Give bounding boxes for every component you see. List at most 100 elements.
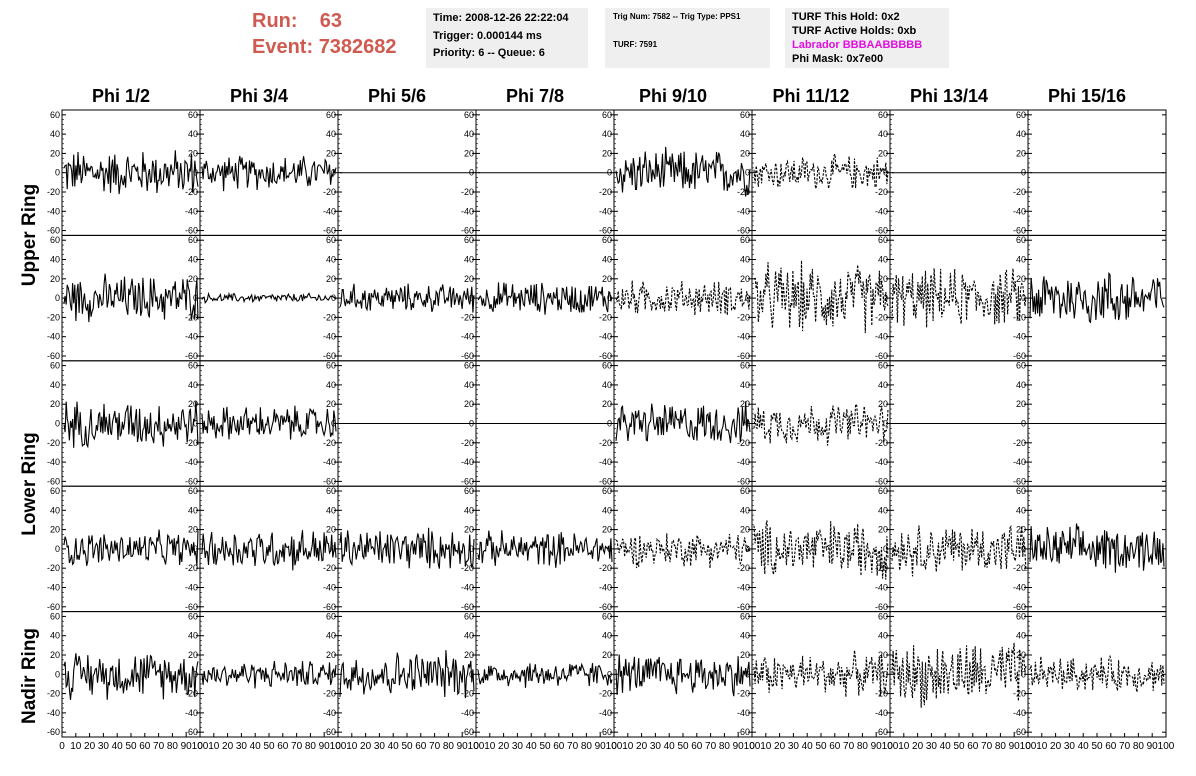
x-tick-label: 20 bbox=[1050, 741, 1062, 752]
y-tick-label: -60 bbox=[461, 727, 474, 737]
x-tick-label: 60 bbox=[415, 741, 427, 752]
y-tick-label: -20 bbox=[461, 438, 474, 448]
y-tick-label: -20 bbox=[323, 312, 336, 322]
x-tick-label: 60 bbox=[1105, 741, 1117, 752]
y-tick-label: 20 bbox=[740, 650, 750, 660]
y-tick-label: -60 bbox=[599, 226, 612, 236]
panel-r3-c4: -60 -40 -20 0 20 40 60 bbox=[599, 485, 753, 613]
event-label: Event: bbox=[252, 36, 314, 58]
y-tick-label: 60 bbox=[326, 486, 336, 496]
y-tick-label: -60 bbox=[461, 476, 474, 486]
y-tick-label: -40 bbox=[875, 332, 888, 342]
waveform-trace bbox=[753, 402, 889, 446]
y-tick-label: 40 bbox=[740, 380, 750, 390]
x-tick-label: 30 bbox=[374, 741, 386, 752]
y-tick-label: -60 bbox=[1013, 727, 1026, 737]
y-tick-label: 0 bbox=[883, 419, 888, 429]
x-tick-label: 20 bbox=[636, 741, 648, 752]
y-tick-label: -40 bbox=[323, 206, 336, 216]
x-tick-label: 10 bbox=[622, 741, 634, 752]
x-tick-label: 0 bbox=[59, 741, 65, 752]
y-tick-label: 40 bbox=[740, 129, 750, 139]
x-tick-label: 50 bbox=[953, 741, 965, 752]
y-tick-label: 60 bbox=[878, 235, 888, 245]
y-tick-label: -40 bbox=[599, 457, 612, 467]
y-tick-label: -40 bbox=[875, 582, 888, 592]
y-tick-label: -60 bbox=[323, 727, 336, 737]
y-tick-label: 40 bbox=[326, 505, 336, 515]
waveform-trace bbox=[615, 146, 751, 197]
y-tick-label: 0 bbox=[193, 293, 198, 303]
turf-info-box: TURF This Hold: 0x2 TURF Active Holds: 0… bbox=[785, 8, 949, 68]
x-tick-label: 70 bbox=[567, 741, 579, 752]
x-tick-label: 50 bbox=[1091, 741, 1103, 752]
y-tick-label: 40 bbox=[188, 631, 198, 641]
waveform-trace bbox=[891, 525, 1027, 577]
y-tick-label: -40 bbox=[47, 332, 60, 342]
y-tick-label: -20 bbox=[737, 187, 750, 197]
y-tick-label: 40 bbox=[50, 631, 60, 641]
y-tick-label: -60 bbox=[461, 226, 474, 236]
y-tick-label: 40 bbox=[326, 631, 336, 641]
y-tick-label: 0 bbox=[193, 419, 198, 429]
y-tick-label: 60 bbox=[188, 235, 198, 245]
run-label: Run: bbox=[252, 10, 298, 32]
y-tick-label: -20 bbox=[737, 689, 750, 699]
y-tick-label: -40 bbox=[737, 708, 750, 718]
y-tick-label: -20 bbox=[323, 689, 336, 699]
y-tick-label: 60 bbox=[326, 361, 336, 371]
y-tick-label: -20 bbox=[185, 563, 198, 573]
y-tick-label: 20 bbox=[740, 148, 750, 158]
waveform-trace bbox=[477, 530, 613, 568]
x-tick-label: 50 bbox=[125, 741, 137, 752]
panel-r1-c0: -60 -40 -20 0 20 40 60 bbox=[47, 234, 201, 362]
x-tick-label: 90 bbox=[457, 741, 469, 752]
y-tick-label: 40 bbox=[740, 505, 750, 515]
y-tick-label: -20 bbox=[323, 563, 336, 573]
y-tick-label: -20 bbox=[323, 187, 336, 197]
x-tick-label: 0 bbox=[611, 741, 617, 752]
x-tick-label: 50 bbox=[263, 741, 275, 752]
waveform-trace bbox=[753, 260, 889, 334]
y-tick-label: 20 bbox=[326, 650, 336, 660]
waveform-trace bbox=[339, 527, 475, 569]
y-tick-label: -60 bbox=[47, 351, 60, 361]
x-tick-label: 0 bbox=[473, 741, 479, 752]
y-tick-label: -20 bbox=[875, 563, 888, 573]
y-tick-label: -40 bbox=[737, 457, 750, 467]
y-tick-label: 40 bbox=[188, 380, 198, 390]
x-tick-label: 60 bbox=[277, 741, 289, 752]
panel-r0-c6: -60 -40 -20 0 20 40 60 bbox=[875, 109, 1029, 236]
panel-r2-c1: -60 -40 -20 0 20 40 60 bbox=[185, 360, 339, 487]
x-tick-label: 90 bbox=[595, 741, 607, 752]
y-tick-label: -40 bbox=[599, 582, 612, 592]
y-tick-label: 0 bbox=[883, 293, 888, 303]
x-tick-label: 0 bbox=[1025, 741, 1031, 752]
y-tick-label: 0 bbox=[331, 669, 336, 679]
x-tick-label: 60 bbox=[139, 741, 151, 752]
y-tick-label: 0 bbox=[607, 168, 612, 178]
y-tick-label: 60 bbox=[602, 486, 612, 496]
x-tick-label: 100 bbox=[882, 741, 899, 752]
waveform-trace bbox=[63, 401, 199, 449]
y-tick-label: 0 bbox=[1021, 419, 1026, 429]
y-tick-label: 20 bbox=[464, 274, 474, 284]
y-tick-label: -60 bbox=[185, 351, 198, 361]
y-tick-label: -60 bbox=[875, 602, 888, 612]
panel-r0-c7: -60 -40 -20 0 20 40 60 bbox=[1013, 109, 1167, 236]
y-tick-label: 40 bbox=[602, 631, 612, 641]
x-tick-label: 100 bbox=[468, 741, 485, 752]
y-tick-label: 60 bbox=[464, 486, 474, 496]
x-tick-label: 90 bbox=[733, 741, 745, 752]
y-tick-label: 60 bbox=[50, 110, 60, 120]
y-tick-label: 0 bbox=[745, 544, 750, 554]
y-tick-label: -20 bbox=[47, 187, 60, 197]
y-tick-label: 60 bbox=[602, 361, 612, 371]
waveform-trace bbox=[201, 661, 337, 689]
y-tick-label: -20 bbox=[875, 689, 888, 699]
y-tick-label: -20 bbox=[323, 438, 336, 448]
y-tick-label: 20 bbox=[878, 148, 888, 158]
x-tick-label: 40 bbox=[388, 741, 400, 752]
x-tick-label: 10 bbox=[208, 741, 220, 752]
